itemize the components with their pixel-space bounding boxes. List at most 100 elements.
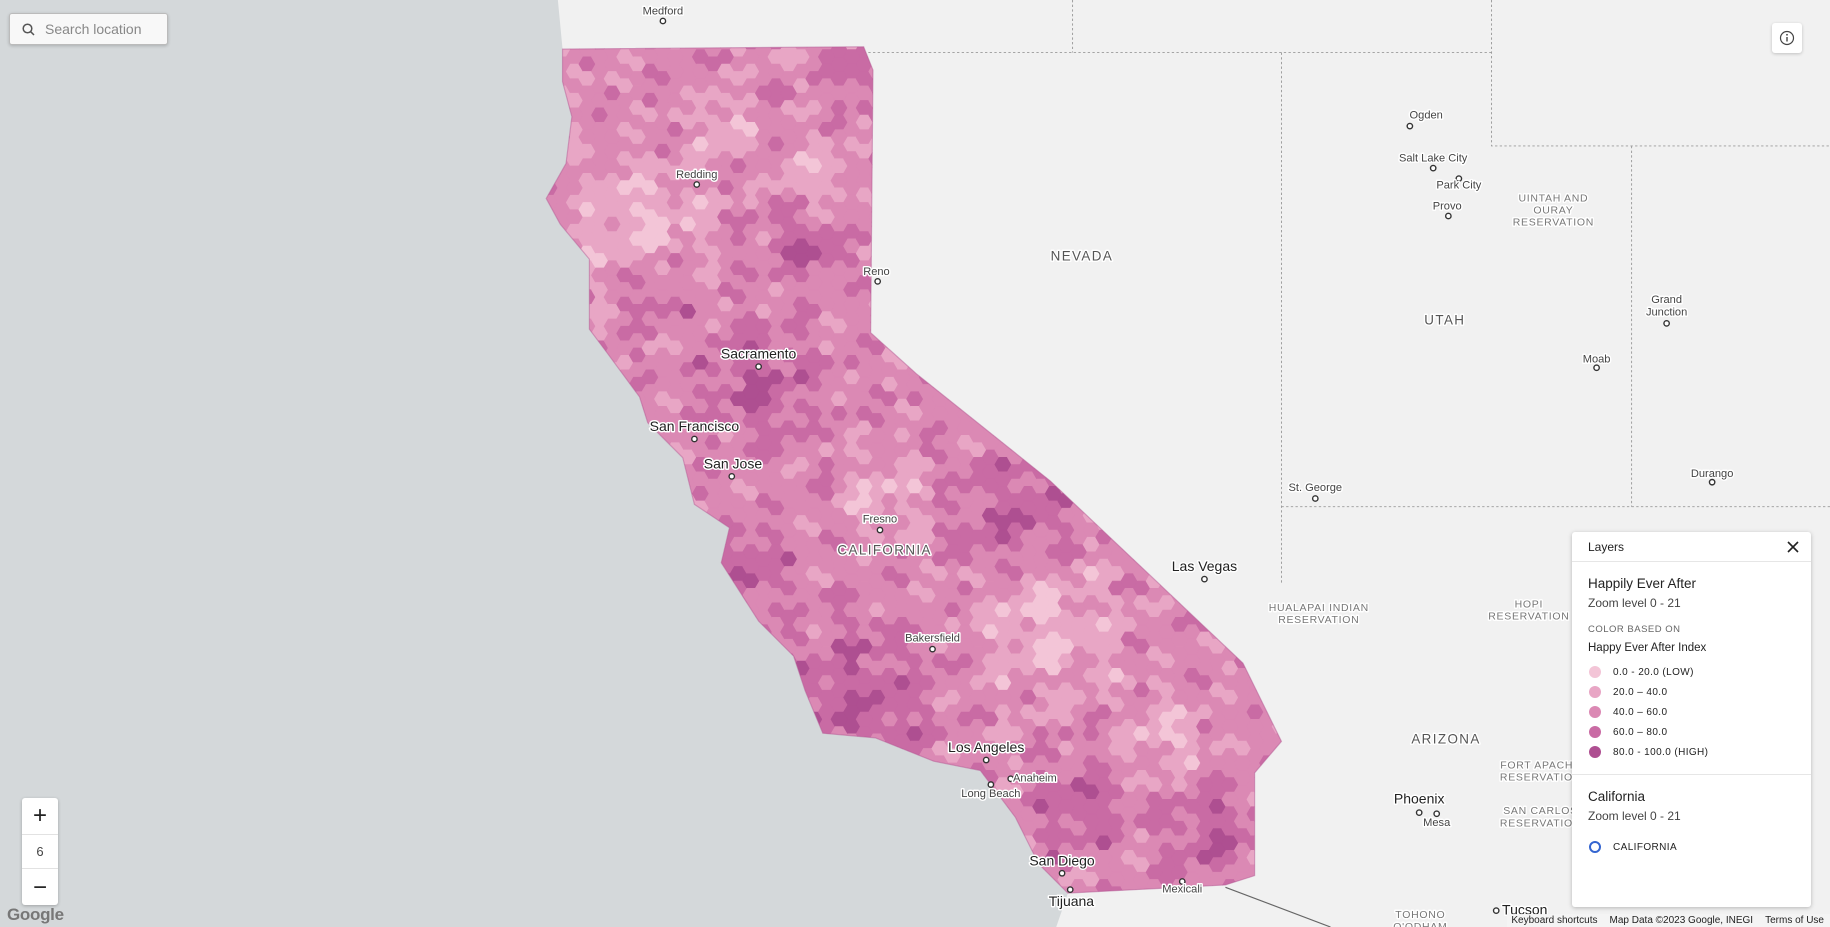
hex-cell [1285,319,1302,334]
hex-cell [1259,828,1277,844]
hex-cell [1221,311,1239,327]
zoom-in[interactable]: + [32,801,47,829]
hex-cell [1208,85,1227,101]
hex-cell [1233,56,1252,72]
hex-cell [1183,420,1202,436]
hex-cell [1145,529,1164,545]
hex-cell [1120,384,1139,400]
hex-cell [1170,46,1189,50]
close-button[interactable] [1787,540,1799,553]
hex-cell [1259,71,1277,87]
zoom-out[interactable]: − [32,873,47,901]
hex-cell [1044,194,1063,211]
hex-cell [1285,465,1302,480]
terms-link[interactable]: Terms of Use [1765,915,1824,926]
hex-cell [1107,231,1126,247]
hex-cell [1095,384,1113,400]
hex-cell [1032,46,1050,58]
hex-cell [1019,46,1038,50]
map-label: Park City [1436,180,1481,192]
hex-cell [1007,187,1025,203]
legend-swatch [1589,841,1601,853]
hex-cell [1145,456,1164,473]
hex-cell [1120,92,1139,109]
info-button[interactable] [1772,23,1802,53]
hex-cell [1271,544,1282,560]
hex-cell [1285,901,1302,916]
hex-cell [1007,274,1025,291]
hex-cell [981,289,1000,305]
hex-cell [1221,165,1239,181]
hex-cell [1285,115,1302,130]
hex-cell [994,209,1013,225]
hex-cell [1196,46,1214,50]
hex-cell [893,311,912,327]
hex-cell [1271,180,1282,196]
hex-cell [1019,107,1038,123]
hex-cell [981,405,1000,422]
hex-cell [994,46,1013,50]
keyboard-shortcuts[interactable]: Keyboard shortcuts [1511,915,1598,926]
hex-cell [1183,376,1202,393]
hex-cell [1285,363,1302,378]
map-label: San Diego [1029,852,1095,868]
hex-cell [1044,267,1063,283]
hex-cell [1233,71,1252,87]
hex-cell [1183,580,1202,596]
city-dot [755,363,762,370]
hex-cell [1158,85,1176,101]
google-logo[interactable]: Google [7,905,64,924]
hex-cell [918,209,937,225]
hex-cell [893,151,912,167]
hex-cell [1120,456,1139,473]
hex-cell [1196,384,1214,400]
hex-cell [1246,646,1265,662]
hex-cell [1285,348,1302,363]
hex-cell [893,267,912,283]
hex-cell [1158,143,1176,160]
hex-cell [1221,617,1239,633]
hex-cell [730,28,747,42]
hex-cell [1019,223,1038,240]
hex-cell [918,180,937,196]
hex-cell [1070,194,1088,211]
hex-cell [1032,173,1050,189]
hex-cell [956,362,975,378]
hex-cell [1184,28,1201,42]
hex-cell [1285,421,1302,435]
hex-cell [969,107,987,123]
map-label: Medford [643,6,684,18]
hex-cell [1095,471,1113,487]
map-label: Reno [863,266,889,278]
hex-cell [1145,165,1164,181]
hex-cell [956,289,975,305]
hex-cell [1032,71,1050,87]
hex-cell [1133,216,1151,232]
hex-cell [1120,529,1139,545]
hex-cell [1158,318,1176,334]
hex-cell [1170,384,1189,400]
hex-cell [1271,529,1282,545]
zoom-control: + 6 − [22,798,58,905]
hex-cell [1246,151,1265,167]
hex-cell [956,274,975,291]
hex-cell [1221,151,1239,167]
search-box[interactable]: Search location [9,13,168,45]
hex-cell [969,92,987,109]
hex-cell [1271,223,1282,240]
hex-cell [1271,194,1282,211]
hex-cell [1082,158,1101,174]
hex-cell [1082,493,1101,509]
hex-cell [1120,355,1139,371]
hex-cell [1095,180,1113,196]
hex-cell [880,85,899,101]
hex-cell [1246,282,1265,298]
map-label: FORT APACHE [1500,760,1581,772]
hex-cell [1259,478,1277,494]
hex-cell [969,267,987,283]
hex-cell [906,129,924,145]
hex-cell [1120,325,1139,342]
hex-cell [1057,289,1076,305]
hex-cell [906,71,924,87]
hex-cell [981,231,1000,247]
